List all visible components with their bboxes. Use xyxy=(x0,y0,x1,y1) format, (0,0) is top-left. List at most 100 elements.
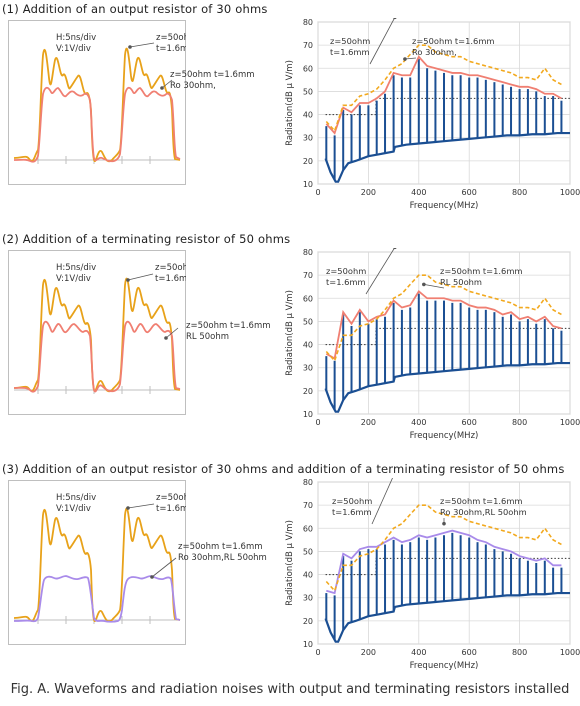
label-original-2: t=1.6mm xyxy=(332,507,372,517)
mod-label-3a: z=50ohm t=1.6mm xyxy=(178,542,263,552)
x-tick-label: 0 xyxy=(315,648,320,657)
mod-label-2b: RL 50ohm xyxy=(186,332,230,342)
x-tick-label: 1000 xyxy=(560,648,580,657)
leader-original xyxy=(365,248,395,295)
x-tick-label: 0 xyxy=(315,188,320,197)
limit-line xyxy=(325,97,570,116)
modified-waveform xyxy=(13,86,181,163)
label-modified-1: z=50ohm t=1.6mm xyxy=(440,266,522,276)
x-tick-label: 200 xyxy=(361,188,376,197)
noise-floor-line xyxy=(324,131,570,183)
leader-modified xyxy=(151,557,177,578)
original-envelope-line xyxy=(325,504,562,593)
x-tick-label: 600 xyxy=(462,648,477,657)
y-tick-label: 50 xyxy=(303,317,313,326)
label-original-1: z=50ohm xyxy=(155,263,186,273)
mod-label-3b: Ro 30ohm,RL 50ohm xyxy=(178,553,267,563)
original-envelope-line xyxy=(325,44,562,133)
figure-caption: Fig. A. Waveforms and radiation noises w… xyxy=(10,682,570,697)
x-tick-label: 1000 xyxy=(560,188,580,197)
y-tick-label: 10 xyxy=(303,640,313,649)
y-tick-label: 20 xyxy=(303,157,313,166)
modified-waveform xyxy=(13,320,181,393)
label-original-2: t=1.6mm xyxy=(330,47,370,57)
scale-v-label: V:1V/div xyxy=(56,44,91,54)
marker-modified xyxy=(422,282,426,287)
original-waveform xyxy=(13,277,181,393)
leader-modified xyxy=(161,79,173,89)
y-tick-label: 80 xyxy=(303,18,313,27)
leader-modified xyxy=(165,327,179,339)
marker-modified xyxy=(164,336,168,340)
label-modified-2: RL 50ohm xyxy=(440,277,482,287)
modified-envelope-line xyxy=(326,529,562,595)
marker-original xyxy=(393,18,397,20)
leader-original xyxy=(127,503,155,509)
marker-modified xyxy=(160,86,164,90)
label-original-2: t=1.6mm xyxy=(156,504,186,514)
y-tick-label: 30 xyxy=(303,364,313,373)
y-tick-label: 10 xyxy=(303,410,313,419)
label-original-1: z=50ohm xyxy=(330,36,370,46)
scale-h-label: H:5ns/div xyxy=(56,33,96,43)
original-envelope-line xyxy=(325,274,562,363)
x-tick-label: 600 xyxy=(462,418,477,427)
leader-modified xyxy=(404,57,417,60)
leader-original xyxy=(127,273,154,281)
y-tick-label: 80 xyxy=(303,478,313,487)
y-tick-label: 20 xyxy=(303,617,313,626)
x-tick-label: 200 xyxy=(361,418,376,427)
label-original-1: z=50ohm xyxy=(156,33,186,43)
y-tick-label: 40 xyxy=(303,111,313,120)
marker-original xyxy=(126,278,130,282)
modified-envelope-line xyxy=(325,289,562,360)
original-waveform xyxy=(13,47,181,163)
x-tick-label: 600 xyxy=(462,188,477,197)
scale-v-label: V:1V/div xyxy=(56,274,91,284)
label-modified-2: Ro 30ohm,RL 50ohm xyxy=(440,507,527,517)
marker-original xyxy=(128,45,132,49)
x-axis-label: Frequency(MHz) xyxy=(410,661,479,671)
waveform-panel-2: H:5ns/div V:1V/div z=50ohm t=1.6mm xyxy=(8,250,186,415)
label-original-2: t=1.6mm xyxy=(326,277,366,287)
y-tick-label: 60 xyxy=(303,524,313,533)
y-axis-label: Radiation(dB μ V/m) xyxy=(285,60,295,146)
x-tick-label: 800 xyxy=(512,648,527,657)
waveform-panel-1: H:5ns/div V:1V/div z=50ohm t=1.6mm xyxy=(8,20,186,185)
scale-h-label: H:5ns/div xyxy=(56,493,96,503)
noise-floor-line xyxy=(324,591,570,643)
waveform-panel-3: H:5ns/div V:1V/div z=50ohm t=1.6mm xyxy=(8,480,186,645)
x-tick-label: 400 xyxy=(411,188,426,197)
leader-original xyxy=(371,478,393,525)
label-original-1: z=50ohm xyxy=(326,266,366,276)
y-tick-label: 40 xyxy=(303,571,313,580)
marker-original xyxy=(393,248,397,250)
y-tick-label: 70 xyxy=(303,271,313,280)
x-tick-label: 800 xyxy=(512,418,527,427)
y-tick-label: 60 xyxy=(303,64,313,73)
x-tick-label: 1000 xyxy=(560,418,580,427)
marker-original xyxy=(126,506,130,510)
y-tick-label: 20 xyxy=(303,387,313,396)
x-tick-label: 0 xyxy=(315,418,320,427)
section-1-title: (1) Addition of an output resistor of 30… xyxy=(2,2,268,16)
label-modified-2: Ro 30ohm, xyxy=(412,47,457,57)
mod-label-1a: z=50ohm t=1.6mm xyxy=(170,70,255,80)
marker-modified xyxy=(150,575,154,579)
y-tick-label: 60 xyxy=(303,294,313,303)
y-axis-label: Radiation(dB μ V/m) xyxy=(285,290,295,376)
x-axis-label: Frequency(MHz) xyxy=(410,201,479,211)
y-tick-label: 80 xyxy=(303,248,313,257)
y-tick-label: 70 xyxy=(303,41,313,50)
modified-envelope-line xyxy=(325,55,562,135)
leader-original xyxy=(369,18,395,65)
leader-modified xyxy=(423,284,445,289)
y-tick-label: 50 xyxy=(303,87,313,96)
x-tick-label: 200 xyxy=(361,648,376,657)
limit-line xyxy=(325,327,570,346)
scale-h-label: H:5ns/div xyxy=(56,263,96,273)
label-modified-1: z=50ohm t=1.6mm xyxy=(440,496,522,506)
